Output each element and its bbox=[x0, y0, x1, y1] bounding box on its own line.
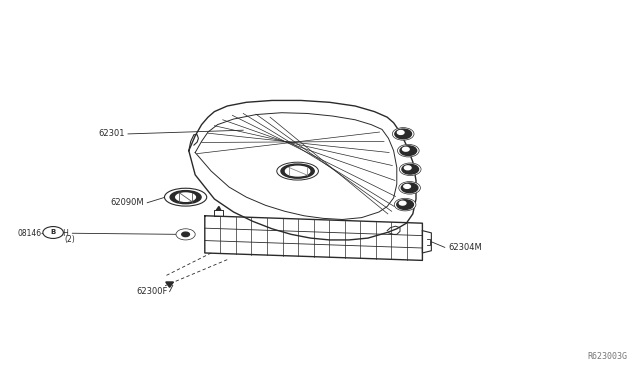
Circle shape bbox=[397, 144, 419, 157]
Ellipse shape bbox=[176, 193, 195, 201]
Text: B: B bbox=[51, 230, 56, 235]
Circle shape bbox=[397, 131, 404, 134]
Text: 62301: 62301 bbox=[99, 129, 125, 138]
Text: (2): (2) bbox=[65, 235, 76, 244]
Circle shape bbox=[395, 129, 412, 139]
Circle shape bbox=[397, 200, 413, 209]
Text: 62304M: 62304M bbox=[448, 243, 482, 252]
Circle shape bbox=[403, 147, 409, 151]
Circle shape bbox=[401, 183, 418, 193]
Polygon shape bbox=[166, 282, 173, 287]
Ellipse shape bbox=[164, 188, 207, 206]
Circle shape bbox=[399, 163, 421, 176]
Circle shape bbox=[182, 232, 189, 237]
Text: 62300F: 62300F bbox=[136, 287, 168, 296]
Ellipse shape bbox=[281, 164, 314, 178]
Circle shape bbox=[400, 146, 417, 155]
Polygon shape bbox=[216, 206, 221, 210]
Circle shape bbox=[404, 185, 410, 188]
Ellipse shape bbox=[170, 190, 201, 204]
Circle shape bbox=[394, 198, 416, 211]
Circle shape bbox=[392, 128, 414, 140]
Ellipse shape bbox=[277, 162, 319, 180]
Circle shape bbox=[404, 166, 411, 170]
Circle shape bbox=[399, 182, 420, 194]
Circle shape bbox=[176, 229, 195, 240]
Text: 62090M: 62090M bbox=[110, 198, 144, 207]
Text: 08146-6252H: 08146-6252H bbox=[17, 229, 69, 238]
Ellipse shape bbox=[285, 166, 310, 176]
Circle shape bbox=[43, 227, 63, 238]
Circle shape bbox=[402, 164, 419, 174]
Circle shape bbox=[399, 201, 406, 205]
Text: R623003G: R623003G bbox=[588, 352, 627, 361]
